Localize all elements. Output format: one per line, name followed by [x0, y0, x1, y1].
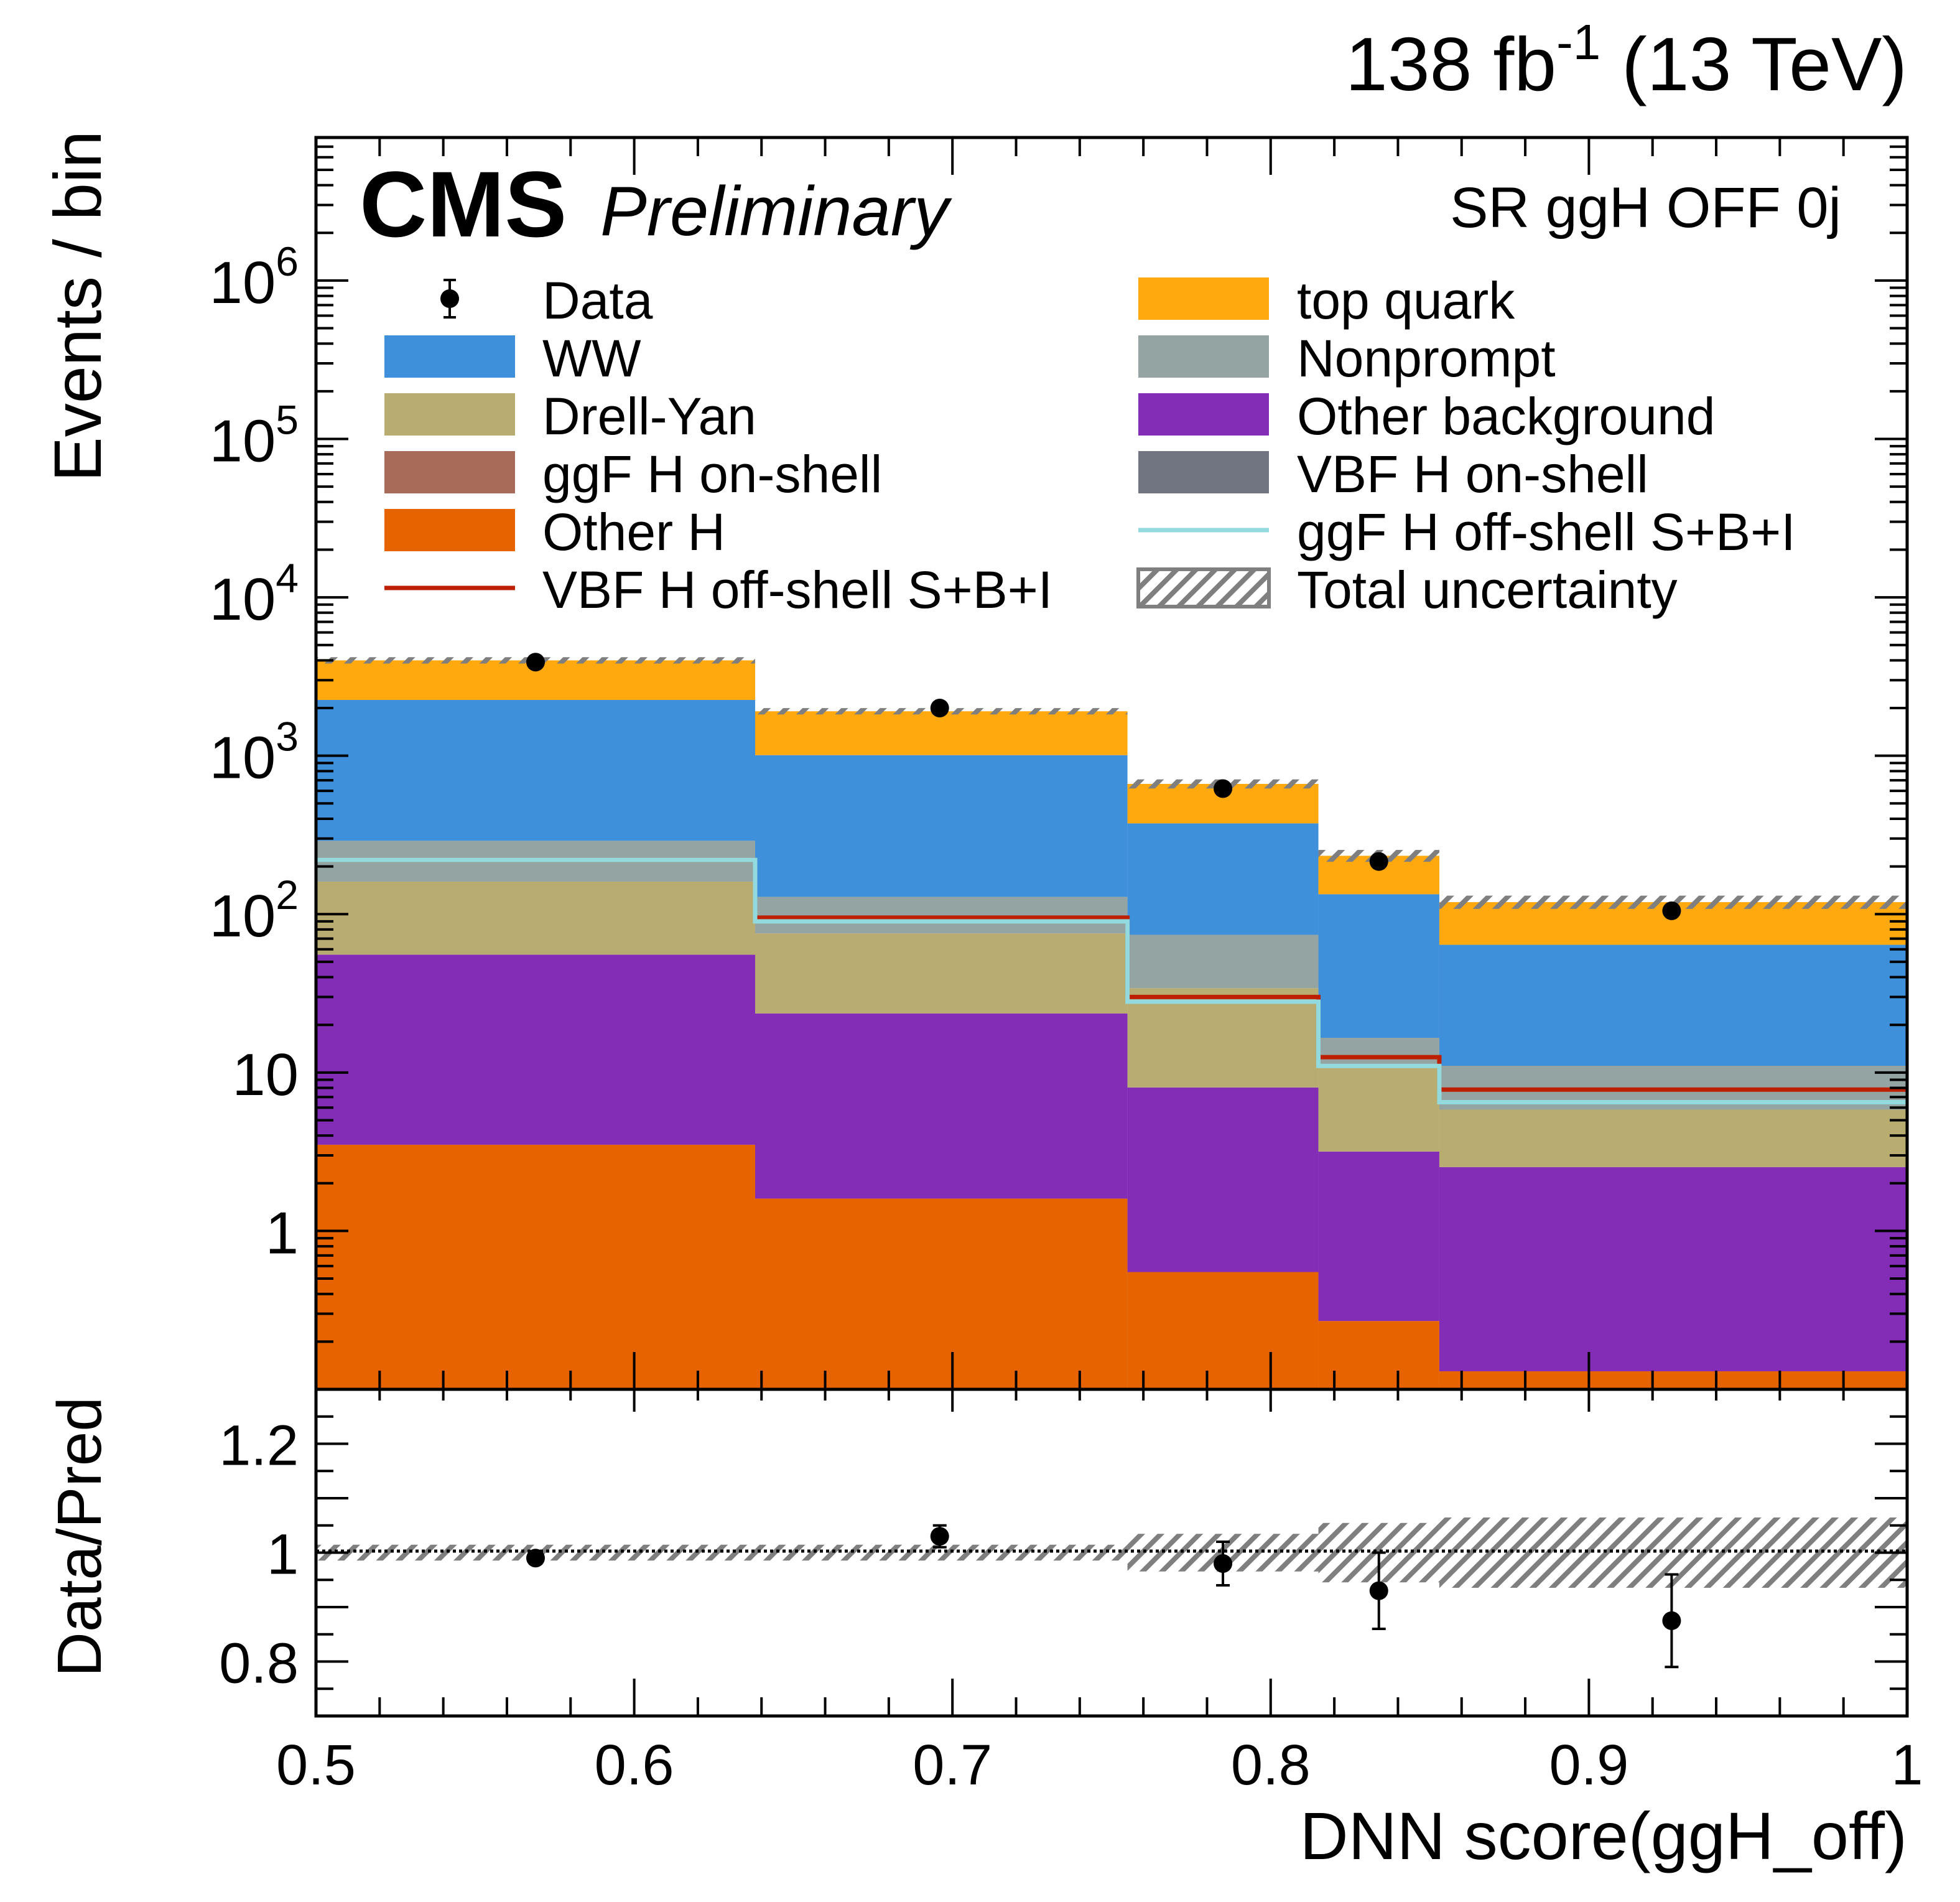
- legend-swatch-ww: [384, 335, 515, 378]
- ratio-point: [526, 1549, 546, 1568]
- bar-other-h-bin5: [1439, 1371, 1907, 1389]
- bar-other-h-bin4: [1318, 1321, 1439, 1389]
- bar-ww-bin5: [1439, 944, 1907, 1066]
- data-point: [930, 699, 949, 718]
- bar-drell-yan-bin4: [1318, 1067, 1439, 1152]
- bar-ww-bin3: [1127, 823, 1319, 935]
- line-ggf-h-off-shell-s-b-i: [316, 857, 1907, 1104]
- data-point: [526, 653, 546, 672]
- bar-top-quark-bin2: [755, 711, 1128, 755]
- data-point: [1214, 779, 1233, 798]
- data-points: [526, 653, 1681, 920]
- legend-label-ww: WW: [542, 329, 641, 388]
- main-axis-ticks: [315, 136, 1908, 1391]
- x-tick-label: 0.7: [913, 1733, 992, 1797]
- legend-label-vbf-h-on-shell: VBF H on-shell: [1297, 445, 1648, 503]
- legend-swatch-vbf-h-on-shell: [1138, 451, 1269, 493]
- legend-swatch-other-background: [1138, 393, 1269, 436]
- x-tick-label: 0.5: [276, 1733, 356, 1797]
- y-tick-label: 104: [210, 555, 299, 633]
- y-tick-label: 102: [210, 872, 299, 949]
- legend-label-ggf-h-off-shell-s-b-i: ggF H off-shell S+B+I: [1297, 503, 1796, 561]
- ratio-points: [526, 1524, 1681, 1669]
- ratio-y-tick-labels: 0.8 1 1.2: [219, 1414, 299, 1695]
- bar-drell-yan-bin2: [755, 933, 1128, 1014]
- ratio-plot: 0.8 1 1.2: [219, 1387, 1909, 1718]
- legend-label-nonprompt: Nonprompt: [1297, 329, 1556, 388]
- bar-other-background-bin2: [755, 1013, 1128, 1199]
- cms-label: CMS: [360, 152, 567, 256]
- ratio-point: [1369, 1581, 1388, 1600]
- ratio-point: [1662, 1611, 1681, 1630]
- legend-swatch-total-uncertainty: [1136, 567, 1271, 608]
- legend-swatch-other-h: [384, 509, 515, 551]
- preliminary-label: Preliminary: [600, 172, 952, 250]
- legend-label-ggf-h-on-shell: ggF H on-shell: [542, 445, 882, 503]
- legend-marker-data: [440, 289, 459, 308]
- bar-nonprompt-bin4: [1318, 1037, 1439, 1068]
- ratio-point: [1214, 1554, 1233, 1573]
- bar-nonprompt-bin2: [755, 897, 1128, 934]
- y-tick-label: 105: [210, 396, 299, 474]
- bar-ww-bin1: [316, 699, 756, 841]
- bar-ww-bin4: [1318, 894, 1439, 1038]
- y-tick-label: 1: [266, 1200, 299, 1266]
- x-tick-labels: 0.5 0.6 0.7 0.8 0.9 1: [276, 1733, 1923, 1797]
- y-tick-label: 10: [232, 1042, 299, 1108]
- legend-label-top-quark: top quark: [1297, 271, 1515, 330]
- x-tick-label: 1: [1891, 1733, 1923, 1797]
- bar-nonprompt-bin3: [1127, 935, 1319, 989]
- y-tick-label: 106: [210, 238, 299, 316]
- y-axis-title: Events / bin: [40, 131, 115, 482]
- stack-layer: [316, 660, 1907, 1389]
- bar-other-background-bin1: [316, 954, 756, 1145]
- legend-label-other-background: Other background: [1297, 387, 1715, 445]
- bar-drell-yan-bin1: [316, 881, 756, 955]
- legend-swatch-ggf-h-on-shell: [384, 451, 515, 493]
- legend-label-drell-yan: Drell-Yan: [542, 387, 756, 445]
- y-tick-label: 103: [210, 714, 299, 791]
- data-point: [1369, 852, 1388, 871]
- data-point: [1662, 901, 1681, 920]
- legend-swatch-nonprompt: [1138, 335, 1269, 378]
- main-plot: 1 10 102 103 104 105 106 CMS Preliminary SR gg…: [210, 136, 1909, 1391]
- ratio-y-tick-label: 0.8: [219, 1632, 299, 1695]
- ratio-axis-ticks: [315, 1388, 1908, 1717]
- x-tick-label: 0.9: [1549, 1733, 1628, 1797]
- bar-drell-yan-bin5: [1439, 1109, 1907, 1167]
- signal-lines: [316, 857, 1907, 1104]
- ratio-y-axis-title: Data/Pred: [45, 1397, 114, 1677]
- x-tick-label: 0.8: [1231, 1733, 1311, 1797]
- region-label: SR ggH OFF 0j: [1450, 176, 1841, 240]
- bar-other-h-bin1: [316, 1144, 756, 1389]
- legend-label-data: Data: [542, 271, 653, 330]
- ratio-y-tick-label: 1.2: [219, 1414, 299, 1478]
- legend-swatch-top-quark: [1138, 277, 1269, 320]
- legend-label-vbf-h-off-shell-s-b-i: VBF H off-shell S+B+I: [542, 561, 1052, 619]
- x-axis-title: DNN score(ggH_off): [1300, 1798, 1907, 1873]
- bar-other-background-bin5: [1439, 1167, 1907, 1371]
- bar-ww-bin2: [755, 755, 1128, 897]
- legend-label-other-h: Other H: [542, 503, 725, 561]
- bar-other-h-bin3: [1127, 1272, 1319, 1389]
- legend-label-total-uncertainty: Total uncertainty: [1297, 561, 1678, 619]
- bar-other-background-bin3: [1127, 1087, 1319, 1272]
- lumi-label: 138 fb-1 (13 TeV): [1345, 14, 1907, 106]
- legend-swatch-drell-yan: [384, 393, 515, 436]
- ratio-y-tick-label: 1: [267, 1523, 299, 1587]
- x-tick-label: 0.6: [595, 1733, 674, 1797]
- ratio-point: [930, 1527, 949, 1546]
- y-tick-labels: 1 10 102 103 104 105 106: [210, 238, 299, 1267]
- bar-drell-yan-bin3: [1127, 988, 1319, 1088]
- bar-other-background-bin4: [1318, 1151, 1439, 1322]
- bar-other-h-bin2: [755, 1198, 1128, 1389]
